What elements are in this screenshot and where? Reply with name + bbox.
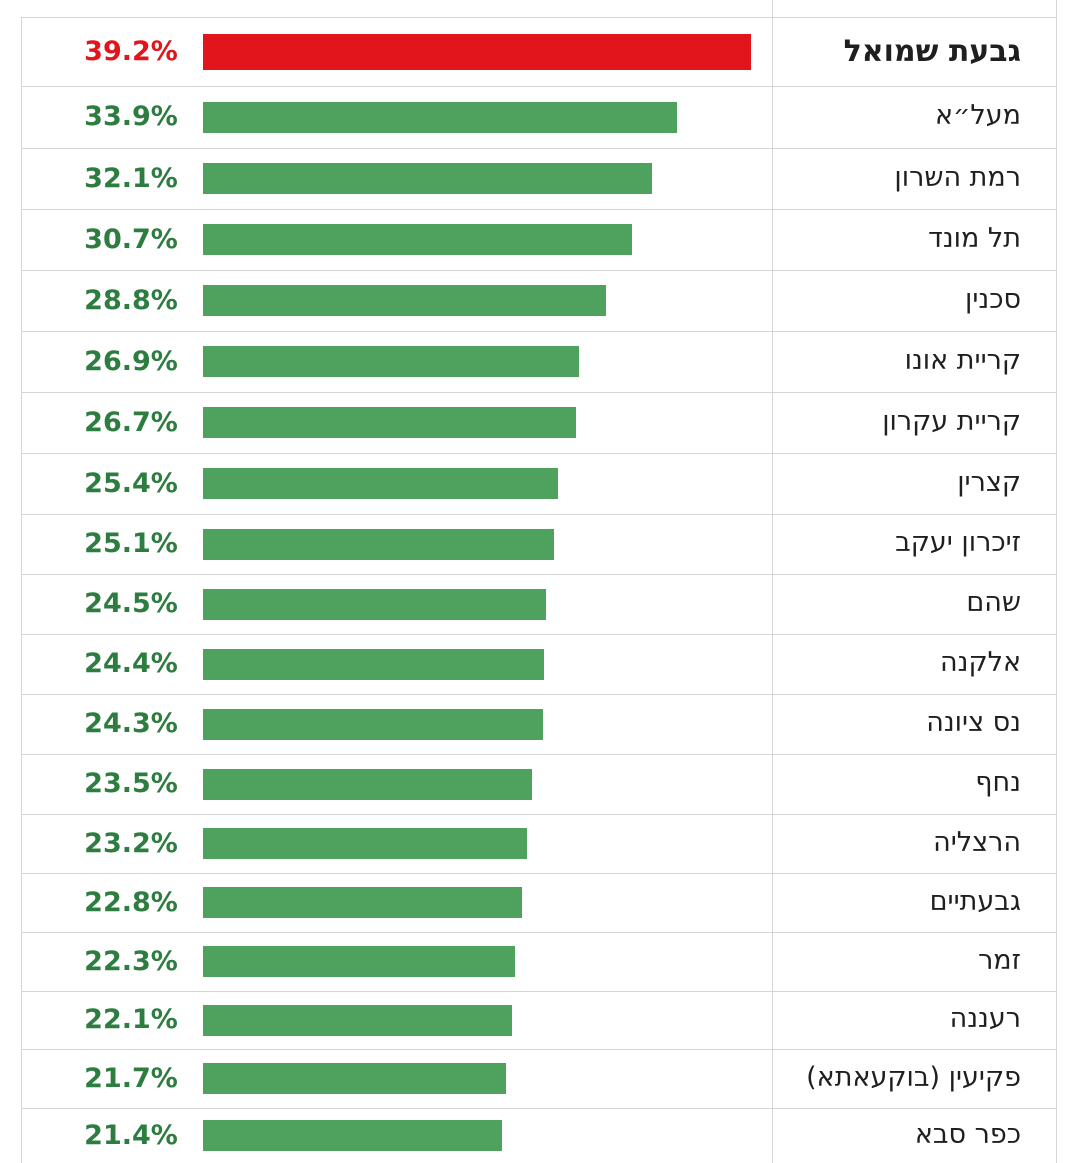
grid-line [21,1108,1057,1109]
data-label: 23.5% [84,768,178,799]
data-label: 39.2% [84,35,178,67]
data-label: 24.4% [84,648,178,679]
bar [203,285,606,316]
grid-line [21,392,1057,393]
bar [203,33,751,70]
category-label: רמת השרון [894,161,1021,193]
grid-line [21,574,1057,575]
chart-row: 26.7% קריית עקרון [21,392,1057,453]
chart-row: 26.9% קריית אונו [21,331,1057,392]
bar [203,708,543,740]
grid-line [21,932,1057,933]
chart-row: 33.9% מעל״א [21,86,1057,148]
label-separator-line [772,0,773,1163]
grid-line [21,17,1057,18]
chart-row: 28.8% סכנין [21,270,1057,331]
category-label: תל מונד [928,222,1021,254]
bar [203,468,559,499]
data-label: 22.3% [84,945,178,977]
bar [203,768,532,800]
grid-line [21,331,1057,332]
category-label: זיכרון יעקב [895,527,1021,558]
grid-line [21,209,1057,210]
category-label: נס ציונה [926,707,1021,738]
chart-row: 22.1% רעננה [21,991,1057,1049]
chart-row: 22.8% גבעתיים [21,873,1057,932]
data-label: 22.1% [84,1004,178,1035]
chart-row: 24.4% אלקנה [21,634,1057,694]
bar [203,588,546,620]
bar [203,407,577,438]
grid-line [21,694,1057,695]
data-label: 23.2% [84,827,178,859]
category-label: מעל״א [934,100,1021,131]
data-label: 21.7% [84,1062,178,1094]
data-label: 25.1% [84,528,178,559]
data-label: 28.8% [84,284,178,316]
data-label: 32.1% [84,162,178,194]
chart-row: 24.5% שהם [21,574,1057,634]
category-label: נחף [975,767,1021,798]
grid-line [21,873,1057,874]
chart-row: 32.1% רמת השרון [21,148,1057,209]
bar [203,1063,507,1094]
chart-row: 39.2% גבעת שמואל [21,17,1057,86]
grid-line [21,754,1057,755]
grid-line [21,514,1057,515]
category-label: רעננה [949,1003,1021,1034]
grid-line [21,1049,1057,1050]
data-label: 33.9% [84,101,178,132]
category-label: פקיעין (בוקעאתא) [806,1061,1021,1093]
grid-line [21,86,1057,87]
left-border-line [21,17,22,1163]
data-label: 24.3% [84,708,178,739]
chart-row: 21.7% פקיעין (בוקעאתא) [21,1049,1057,1108]
category-label: הרצליה [933,826,1021,858]
bar [203,887,522,918]
data-label: 26.7% [84,406,178,438]
chart-row: 23.2% הרצליה [21,814,1057,873]
data-label: 26.9% [84,345,178,377]
grid-line [21,814,1057,815]
chart-row: 23.5% נחף [21,754,1057,814]
chart-row: 25.4% קצרין [21,453,1057,514]
bar [203,224,633,255]
right-border-line [1056,0,1057,1163]
bar [203,1004,512,1036]
grid-line [21,453,1057,454]
chart-row: 22.3% זמר [21,932,1057,991]
chart-row: 24.3% נס ציונה [21,694,1057,754]
grid-line [21,148,1057,149]
chart-row: 21.4% כפר סבא [21,1108,1057,1163]
category-label: אלקנה [940,647,1021,678]
category-label: שהם [966,587,1021,618]
grid-line [21,991,1057,992]
category-label: קצרין [957,466,1021,498]
category-label: קריית אונו [904,344,1021,376]
category-label: כפר סבא [914,1118,1021,1150]
bar [203,828,528,859]
bar [203,346,580,377]
category-label: קריית עקרון [882,405,1021,437]
category-label: זמר [978,944,1021,976]
chart-row: 30.7% תל מונד [21,209,1057,270]
bar [203,528,554,560]
bar [203,101,677,133]
bar [203,946,515,977]
grid-line [21,634,1057,635]
bar [203,648,545,680]
data-label: 24.5% [84,588,178,619]
category-label: סכנין [964,283,1021,315]
data-label: 21.4% [84,1119,178,1151]
grid-line [21,270,1057,271]
category-label: גבעתיים [929,885,1021,917]
data-label: 22.8% [84,886,178,918]
data-label: 25.4% [84,467,178,499]
category-label: גבעת שמואל [843,33,1021,69]
bar [203,1120,503,1151]
data-label: 30.7% [84,223,178,255]
bar [203,163,652,194]
chart-row: 25.1% זיכרון יעקב [21,514,1057,574]
